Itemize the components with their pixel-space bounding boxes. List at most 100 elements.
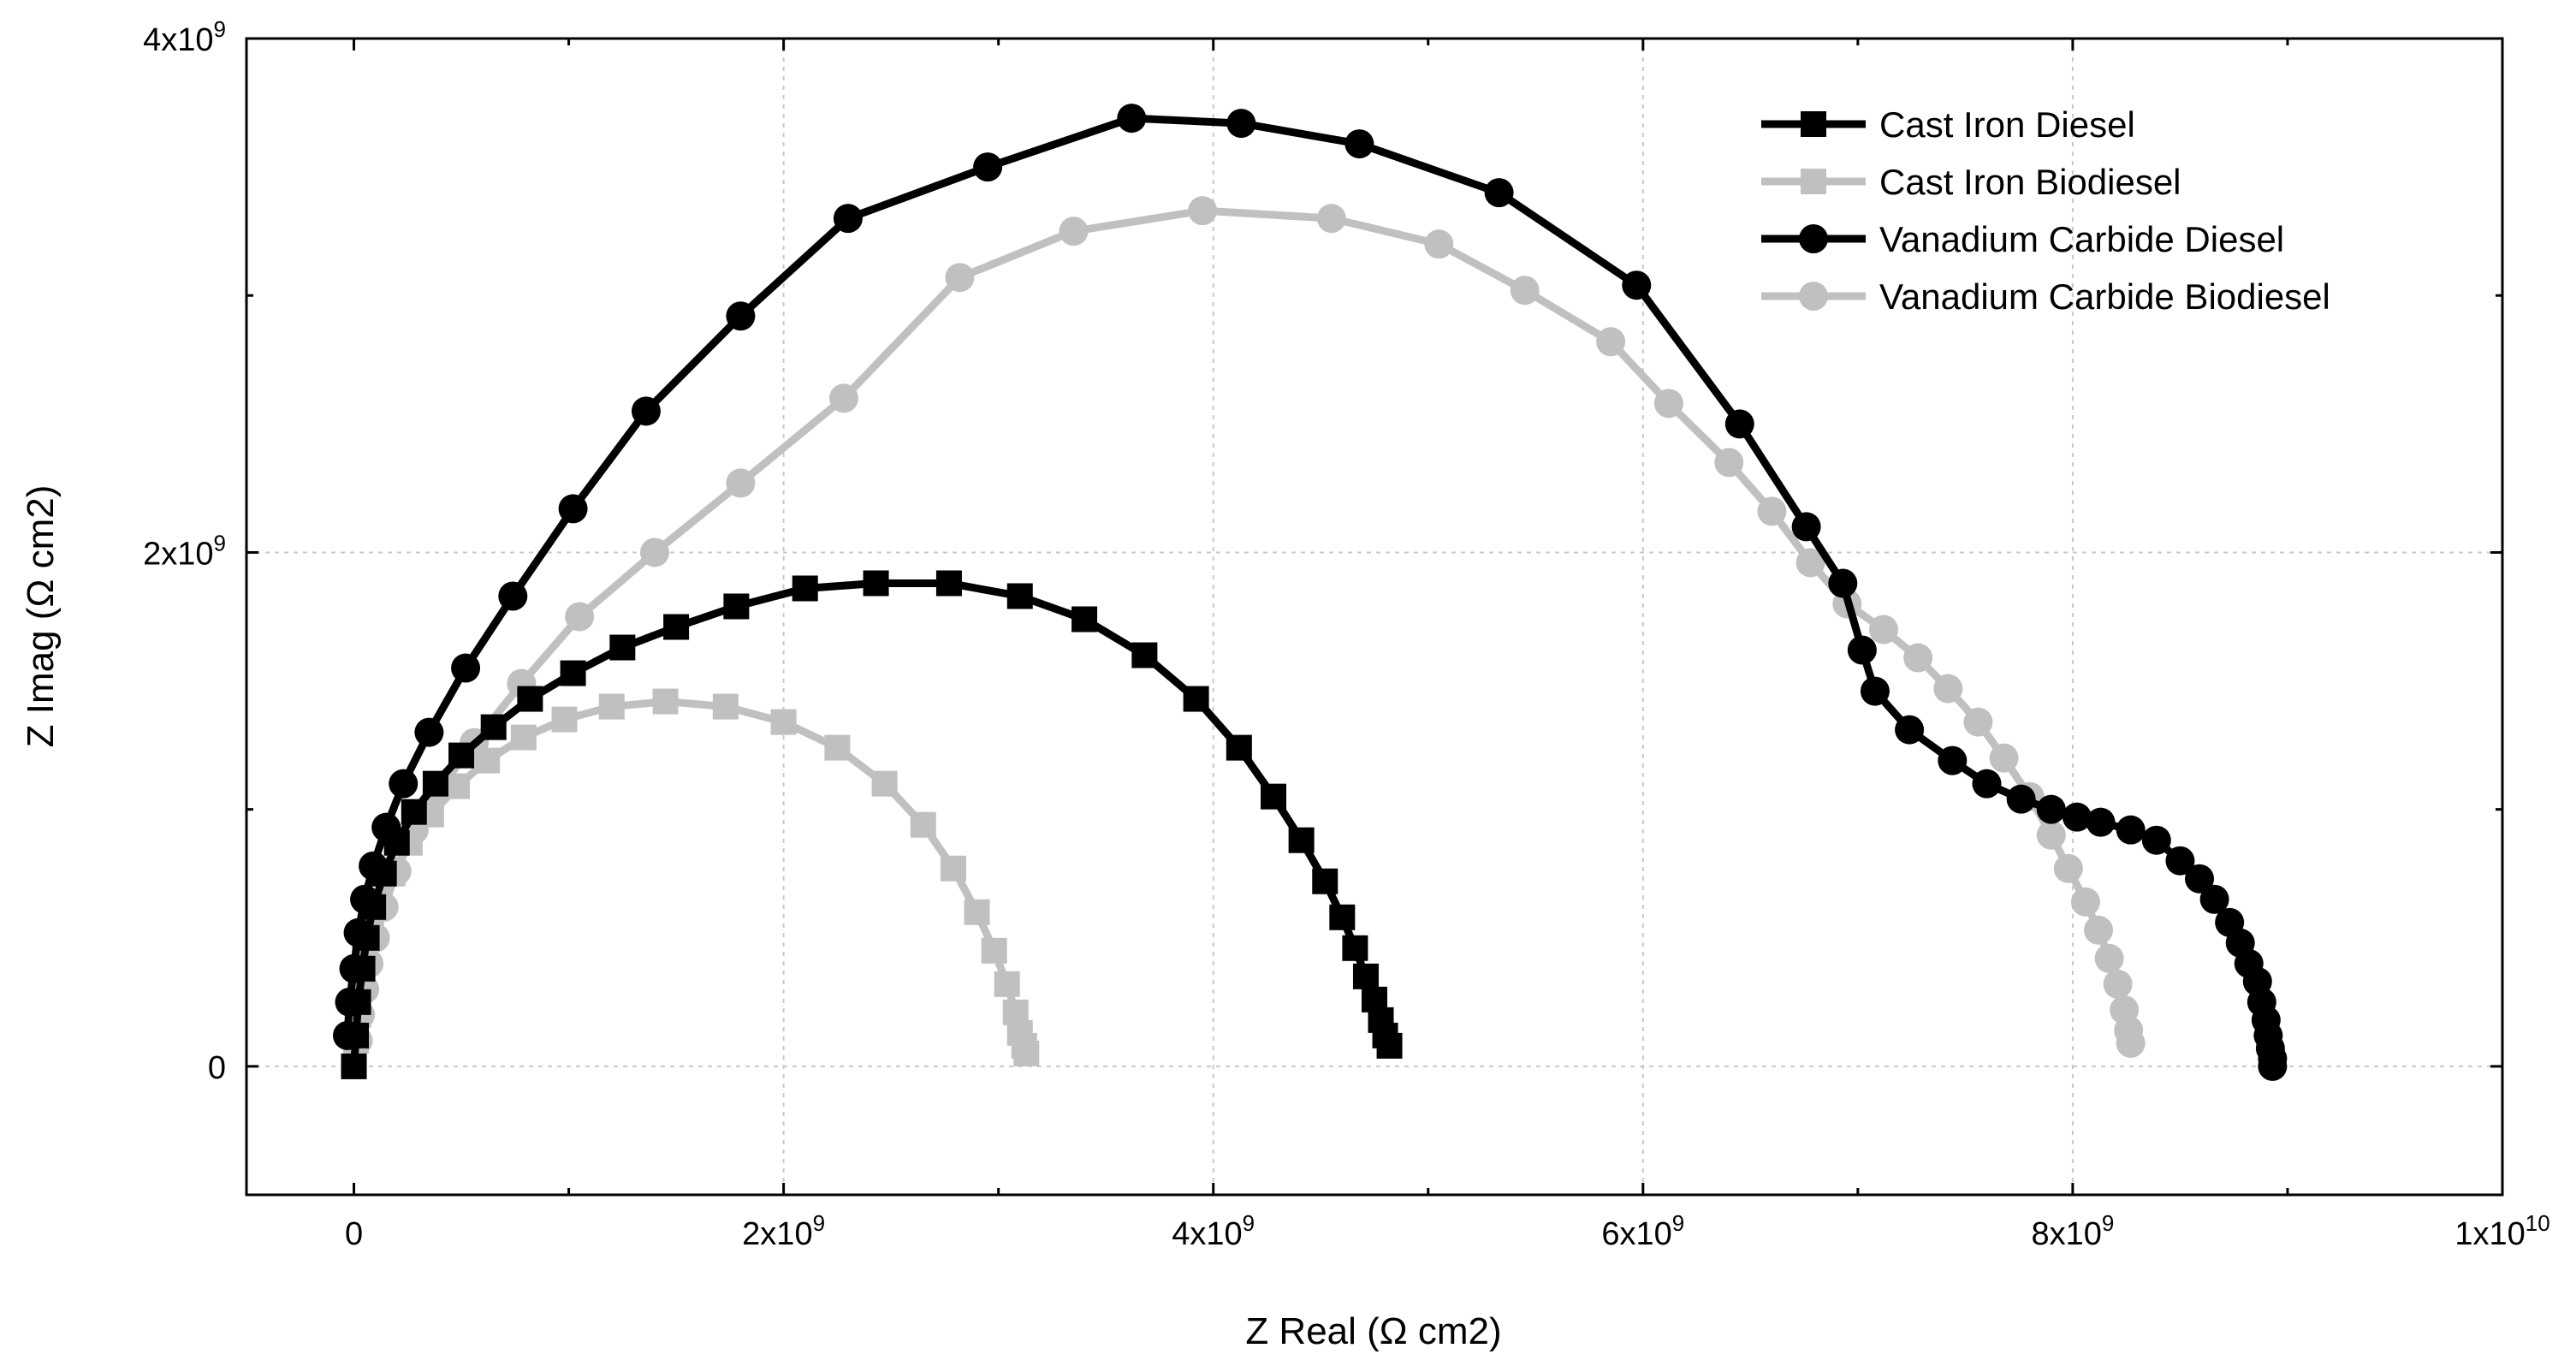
data-point (551, 706, 578, 733)
data-point (1622, 270, 1652, 300)
data-point (2103, 969, 2133, 999)
data-point (517, 686, 543, 712)
data-point (339, 953, 369, 983)
data-point (598, 693, 625, 720)
x-tick-label: 8x109 (2031, 1210, 2114, 1252)
data-point (833, 204, 863, 234)
data-point (341, 1053, 367, 1079)
x-tick-label: 2x109 (742, 1210, 825, 1252)
data-point (1714, 448, 1744, 478)
y-tick-label: 4x109 (143, 16, 226, 58)
data-point (565, 602, 595, 632)
data-point (422, 770, 448, 797)
data-point (2116, 815, 2146, 845)
data-point (332, 1020, 362, 1050)
series-line (343, 114, 2276, 1066)
plot-frame (245, 37, 2504, 1197)
data-point (863, 570, 889, 597)
data-point (2084, 915, 2114, 945)
legend-marker (1799, 224, 1828, 253)
data-point (2185, 864, 2215, 894)
series-vanadium-carbide-biodiesel (343, 196, 2146, 1058)
data-point (2036, 794, 2066, 824)
data-point (1847, 635, 1877, 665)
x-tick-label: 4x109 (1172, 1210, 1255, 1252)
data-point (1131, 642, 1158, 668)
data-point (2199, 884, 2229, 914)
data-point (1724, 409, 1754, 439)
data-point (2258, 1051, 2288, 1081)
data-point (1312, 868, 1338, 894)
data-point (335, 987, 365, 1017)
data-point (828, 383, 858, 413)
data-point (726, 468, 756, 498)
data-point (871, 770, 898, 797)
data-point (359, 851, 389, 881)
axis-ticks: 0 2x109 4x109 6x109 8x109 1x1010 0 2x109 4x109 (143, 16, 2550, 1252)
data-point (1938, 745, 1968, 775)
data-point (792, 575, 818, 602)
data-point (1344, 129, 1374, 159)
y-tick-label: 2x109 (143, 530, 226, 572)
data-point (1226, 734, 1252, 761)
data-point (1183, 686, 1209, 712)
data-point (981, 937, 1007, 964)
data-point (663, 614, 690, 640)
data-point (609, 634, 636, 661)
data-point (1860, 676, 1890, 706)
data-point (1424, 229, 1454, 259)
data-point (510, 724, 537, 751)
data-point (1895, 715, 1925, 745)
data-point (2141, 825, 2171, 855)
data-point (712, 693, 739, 720)
data-point (343, 918, 373, 947)
data-point (1342, 935, 1368, 961)
legend: Cast Iron Diesel Cast Iron Biodiesel Vanad… (1761, 104, 2330, 317)
data-point (1376, 1032, 1403, 1059)
data-point (631, 396, 661, 426)
legend-item: Cast Iron Diesel (1761, 104, 2135, 145)
series-line (350, 579, 1393, 1067)
data-point (448, 742, 475, 769)
data-point (1329, 904, 1356, 930)
data-point (1757, 496, 1787, 526)
y-tick-label: 0 (208, 1050, 226, 1086)
data-point (770, 709, 797, 735)
data-point (1013, 1040, 1040, 1066)
data-point (945, 263, 975, 293)
data-point (1071, 606, 1098, 633)
data-point (2062, 802, 2092, 832)
data-point (639, 538, 669, 567)
data-point (1352, 963, 1379, 989)
legend-marker (1799, 282, 1828, 311)
data-point (2070, 887, 2100, 917)
data-point (2036, 820, 2066, 850)
data-point (1868, 615, 1898, 644)
legend-item: Cast Iron Biodiesel (1761, 162, 2181, 202)
data-point (2053, 853, 2083, 883)
data-point (964, 899, 990, 925)
legend-marker (1801, 169, 1826, 194)
data-point (1963, 707, 1993, 737)
series-cast-iron-diesel (341, 570, 1403, 1079)
legend-item: Vanadium Carbide Diesel (1761, 219, 2284, 259)
data-point (1226, 109, 1256, 139)
data-point (726, 301, 756, 331)
data-point (2116, 1028, 2146, 1058)
data-point (1484, 178, 1514, 208)
data-point (1059, 217, 1089, 246)
data-point (1989, 743, 2019, 773)
data-point (414, 717, 444, 747)
gridlines (246, 39, 2502, 1195)
data-point (1261, 783, 1287, 810)
x-tick-label: 1x1010 (2454, 1210, 2549, 1252)
data-point (1828, 568, 1858, 598)
data-point (451, 653, 481, 683)
series-vanadium-carbide-diesel (332, 104, 2288, 1081)
data-point (723, 593, 750, 620)
data-point (1933, 674, 1963, 704)
data-point (1903, 643, 1933, 673)
data-point (652, 688, 679, 715)
series-line (354, 206, 2135, 1044)
